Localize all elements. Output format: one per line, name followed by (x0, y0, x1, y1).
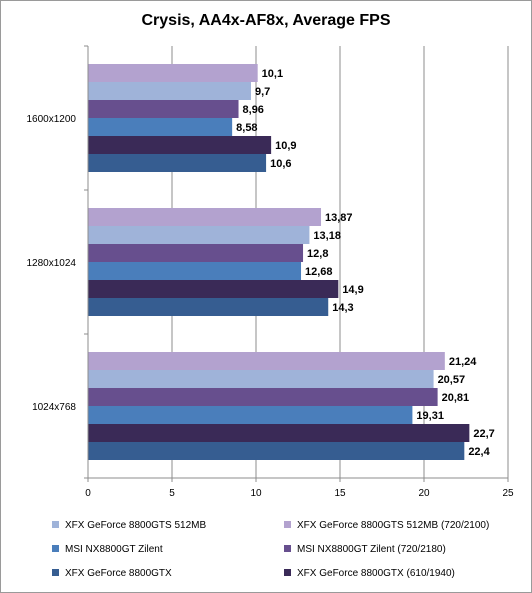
x-tick-label: 15 (334, 488, 346, 499)
bar-value-label: 14,3 (332, 302, 353, 314)
category-label: 1024x768 (32, 402, 76, 413)
x-tick-label: 0 (85, 488, 91, 499)
bar (88, 388, 438, 406)
legend-swatch (52, 520, 59, 528)
legend-item: XFX GeForce 8800GTS 512MB (52, 519, 206, 533)
bar (88, 280, 339, 298)
bar (88, 370, 434, 388)
bar (88, 100, 239, 118)
bar-value-label: 22,4 (468, 446, 490, 458)
bar-value-label: 8,58 (236, 122, 257, 134)
category-label: 1280x1024 (27, 258, 77, 269)
bar-value-label: 19,31 (416, 410, 444, 422)
legend-swatch (52, 568, 59, 576)
legend-swatch (284, 568, 291, 576)
x-tick-label: 10 (250, 488, 262, 499)
legend-label: MSI NX8800GT Zilent (65, 544, 163, 555)
legend-label: XFX GeForce 8800GTS 512MB (720/2100) (297, 520, 490, 531)
legend-item: XFX GeForce 8800GTS 512MB (720/2100) (284, 519, 489, 533)
legend-label: MSI NX8800GT Zilent (720/2180) (297, 544, 446, 555)
bar-value-label: 20,81 (442, 392, 470, 404)
bar-value-label: 13,18 (313, 230, 341, 242)
bar-value-label: 21,24 (449, 356, 477, 368)
legend-label: XFX GeForce 8800GTX (610/1940) (297, 568, 455, 579)
x-tick-label: 20 (418, 488, 430, 499)
bar (88, 226, 310, 244)
chart-legend: XFX GeForce 8800GTS 512MB XFX GeForce 880… (52, 515, 512, 587)
bar (88, 424, 470, 442)
bar-value-label: 12,8 (307, 248, 328, 260)
legend-item: MSI NX8800GT Zilent (52, 543, 163, 557)
category-label: 1600x1200 (27, 114, 77, 125)
bar (88, 244, 304, 262)
bar (88, 118, 233, 136)
bar-value-label: 22,7 (473, 428, 494, 440)
bar (88, 406, 413, 424)
bar (88, 262, 302, 280)
bar-value-label: 10,1 (262, 68, 283, 80)
bar-value-label: 9,7 (255, 86, 270, 98)
x-tick-label: 25 (502, 488, 514, 499)
bar-value-label: 20,57 (438, 374, 466, 386)
legend-item: MSI NX8800GT Zilent (720/2180) (284, 543, 446, 557)
bar-value-label: 8,96 (243, 104, 264, 116)
bar-value-label: 12,68 (305, 266, 333, 278)
legend-label: XFX GeForce 8800GTX (65, 568, 172, 579)
bar-value-label: 14,9 (342, 284, 363, 296)
bar-chart-plot: 10,1 9,7 8,96 8,58 10,9 10,6 1600x1200 13,87 13,… (27, 45, 514, 499)
legend-swatch (284, 544, 291, 552)
x-tick-label: 5 (169, 488, 175, 499)
bar (88, 298, 329, 316)
legend-item: XFX GeForce 8800GTX (52, 567, 172, 581)
chart-title: Crysis, AA4x-AF8x, Average FPS (141, 12, 391, 29)
bar-value-label: 13,87 (325, 212, 353, 224)
legend-label: XFX GeForce 8800GTS 512MB (65, 520, 207, 531)
bar (88, 208, 322, 226)
legend-item: XFX GeForce 8800GTX (610/1940) (284, 567, 455, 581)
bar (88, 352, 445, 370)
bar (88, 136, 272, 154)
legend-swatch (52, 544, 59, 552)
bar (88, 64, 258, 82)
legend-swatch (284, 520, 291, 528)
bar (88, 154, 267, 172)
bar (88, 442, 465, 460)
bar (88, 82, 251, 100)
bar-value-label: 10,6 (270, 158, 291, 170)
bar-value-label: 10,9 (275, 140, 296, 152)
